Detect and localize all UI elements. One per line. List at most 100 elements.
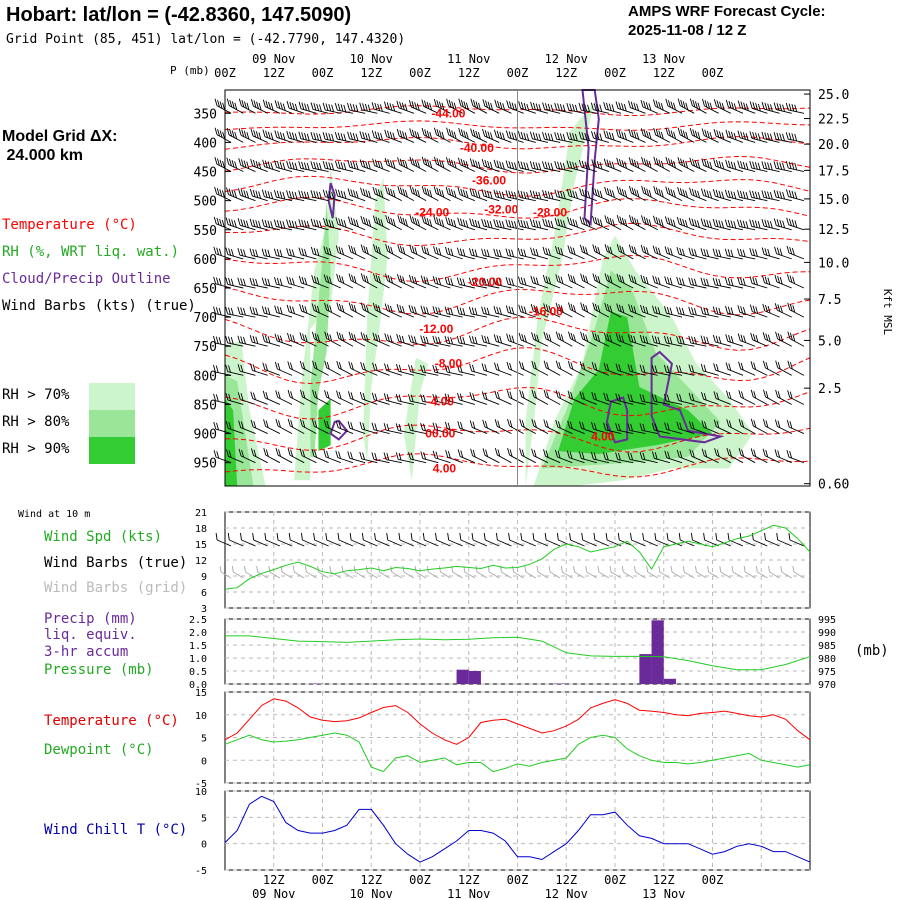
wind-barb-feather bbox=[774, 303, 778, 311]
wind-barb-feather bbox=[782, 104, 785, 112]
wind-barb-feather bbox=[560, 219, 564, 227]
wind-barb-feather bbox=[397, 185, 401, 194]
wind-barb-feather bbox=[278, 420, 281, 428]
wind-barb-feather bbox=[368, 219, 372, 227]
wind-barb-feather bbox=[240, 307, 244, 315]
precip-panel-tick-label: 2.5 bbox=[189, 615, 207, 626]
surface-wind-barb-true bbox=[265, 539, 281, 547]
wind-barb-feather bbox=[265, 420, 269, 428]
wind-barb-feather bbox=[764, 248, 768, 256]
bottom-time-tick-label: 00Z bbox=[604, 873, 626, 887]
wind-barb-feather bbox=[627, 393, 631, 402]
wind-barb-feather bbox=[560, 248, 564, 256]
wind-barb-feather bbox=[755, 335, 759, 343]
wind-barb-feather bbox=[324, 331, 328, 339]
wind-barb-feather bbox=[685, 190, 688, 198]
wind-barb-feather bbox=[463, 160, 467, 168]
wind-barb-feather bbox=[689, 127, 693, 136]
wind-barb-feather bbox=[222, 102, 226, 110]
wind-barb-feather bbox=[469, 218, 473, 226]
wind-barb-feather bbox=[688, 277, 692, 285]
wind-barb-feather bbox=[218, 278, 222, 286]
rh-region-level-1 bbox=[403, 357, 429, 481]
wind-barb-feather bbox=[390, 276, 394, 284]
surface-wind-barb-grid bbox=[744, 571, 756, 579]
wind-barb-feather bbox=[554, 217, 558, 226]
wind-barb-feather bbox=[507, 447, 510, 456]
wind-barb-feather bbox=[435, 365, 439, 373]
wind-barb-feather bbox=[634, 188, 637, 196]
wind-barb-feather bbox=[241, 129, 245, 137]
wind-barb-feather bbox=[481, 188, 485, 197]
wind-barb-feather bbox=[228, 365, 231, 373]
wind-barb-feather bbox=[640, 99, 644, 108]
wind-barb-feather bbox=[511, 102, 515, 110]
wind-barb-feather bbox=[728, 391, 732, 400]
wind-barb-feather bbox=[462, 278, 466, 286]
wind-barb-feather bbox=[316, 162, 319, 170]
wind-barb-feather bbox=[569, 132, 573, 140]
wind-barb-feather bbox=[453, 161, 457, 169]
wind-barb-feather bbox=[645, 247, 649, 255]
wind-barb-feather bbox=[701, 128, 705, 136]
wind-barb-feather bbox=[494, 99, 498, 107]
wind-barb-feather bbox=[559, 133, 563, 141]
wind-barb-feather bbox=[378, 246, 381, 255]
wind-barb-feather bbox=[435, 336, 439, 344]
wind-barb-feather bbox=[636, 219, 640, 227]
wind-barb-feather bbox=[396, 100, 400, 108]
wind-barb-feather bbox=[646, 130, 649, 139]
wind-barb-feather bbox=[265, 100, 269, 108]
wind-barb-feather bbox=[700, 335, 704, 343]
wind-barb-feather bbox=[664, 306, 667, 314]
wind-barb-feather bbox=[362, 103, 365, 111]
wind-barb-feather bbox=[555, 302, 559, 310]
surface-wind-barb-grid-feather bbox=[792, 565, 795, 573]
wind-barb-feather bbox=[547, 103, 551, 112]
wind-barb-feather bbox=[372, 158, 376, 166]
wind-barb-feather bbox=[318, 133, 322, 142]
wind-barb-feather bbox=[424, 129, 428, 137]
wind-barb-feather bbox=[786, 217, 790, 225]
wind-barb-feather bbox=[411, 101, 415, 109]
wind-barb-feather bbox=[574, 104, 578, 112]
wind-barb-feather bbox=[727, 190, 731, 198]
wind-barb-feather bbox=[597, 275, 601, 284]
wind-barb-feather bbox=[764, 132, 768, 140]
wind-barb-feather bbox=[322, 132, 326, 140]
windchill-panel-tick-label: 10 bbox=[195, 787, 207, 798]
wind-barb-feather bbox=[737, 248, 740, 256]
wind-barb-feather bbox=[615, 363, 619, 371]
forecast-title: AMPS WRF Forecast Cycle: bbox=[628, 3, 826, 20]
pressure-axis-title: P (mb) bbox=[170, 64, 210, 77]
wind-barb-feather bbox=[704, 159, 707, 167]
wind-barb-feather bbox=[709, 191, 713, 199]
wind-barb-feather bbox=[511, 132, 515, 140]
wind-barb-feather bbox=[429, 190, 433, 198]
surface-wind-barb-grid bbox=[683, 571, 695, 579]
wind-barb-feather bbox=[547, 219, 551, 228]
surface-wind-barb-grid bbox=[367, 571, 378, 579]
wind-barb-feather bbox=[429, 103, 433, 111]
wind-barb-feather bbox=[558, 361, 562, 370]
temperature-contour-label: 00.00 bbox=[425, 427, 455, 441]
wind-barb-feather bbox=[331, 191, 335, 199]
temperature-contour-label: -36.00 bbox=[472, 173, 506, 187]
wind-barb-feather bbox=[340, 104, 344, 112]
wind-speed-line bbox=[224, 524, 811, 590]
wind-barb-feather bbox=[740, 277, 743, 285]
wind-barb-feather bbox=[484, 189, 488, 198]
wind-barb-feather bbox=[416, 103, 420, 111]
wind-barb-feather bbox=[655, 158, 659, 166]
wind-barb-feather bbox=[777, 275, 781, 284]
wind-barb-feather bbox=[347, 160, 351, 168]
surface-wind-barb-true bbox=[509, 539, 524, 547]
wind-barb-feather bbox=[538, 133, 542, 141]
surface-wind-barb-grid-feather bbox=[670, 565, 673, 573]
wind-barb-feather bbox=[657, 336, 661, 344]
wind-barb-feather bbox=[264, 190, 268, 198]
temperature-contour-label: 4.00 bbox=[433, 462, 457, 476]
wind-barb-feather bbox=[580, 273, 584, 281]
wind-barb-feather bbox=[633, 131, 637, 139]
wind-barb-feather bbox=[681, 278, 685, 286]
